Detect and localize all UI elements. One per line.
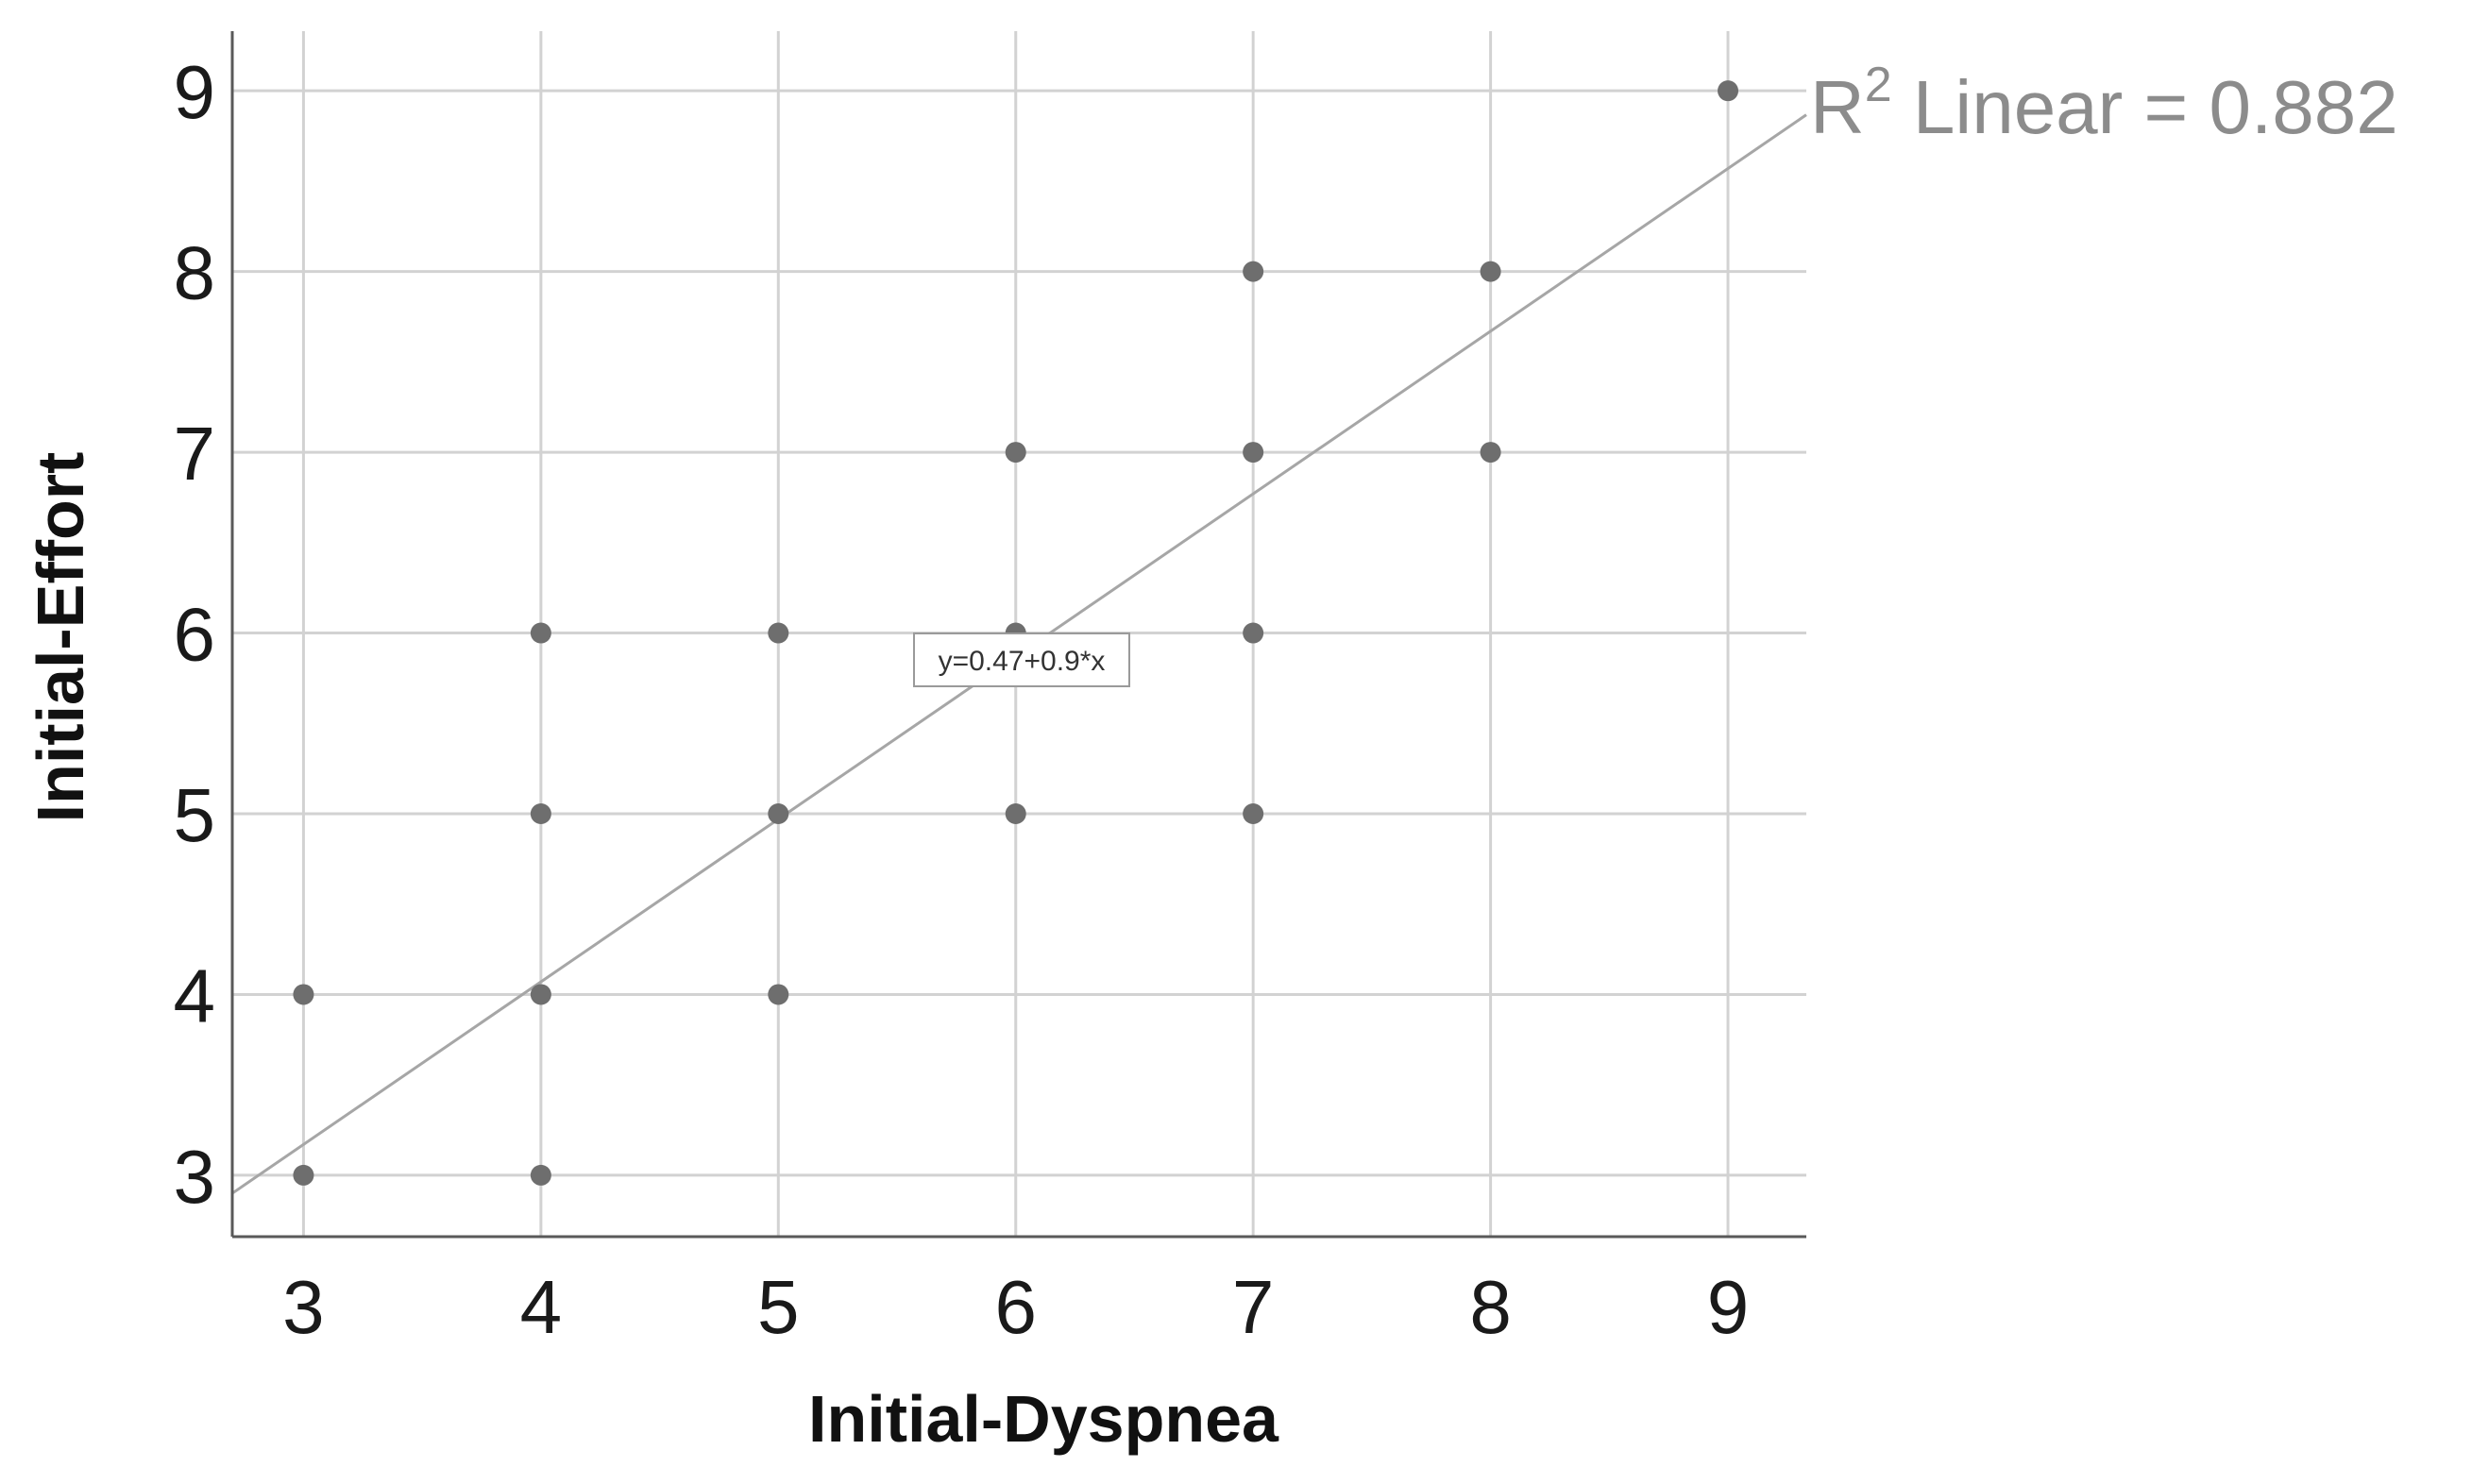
y-tick-label: 7 bbox=[174, 412, 216, 496]
x-tick-label: 3 bbox=[282, 1265, 325, 1349]
y-tick-label: 5 bbox=[174, 773, 216, 857]
axes bbox=[230, 31, 1806, 1239]
r-squared-superscript: 2 bbox=[1865, 58, 1892, 112]
r-squared-label: R2 Linear = 0.882 bbox=[1810, 58, 2398, 149]
fit-equation-box: y=0.47+0.9*x bbox=[913, 632, 1130, 687]
y-tick-label: 4 bbox=[174, 953, 216, 1037]
data-point bbox=[530, 622, 551, 644]
data-point bbox=[530, 802, 551, 824]
data-point bbox=[530, 984, 551, 1005]
data-point bbox=[530, 1164, 551, 1186]
r-squared-value: Linear = 0.882 bbox=[1892, 65, 2398, 149]
data-point bbox=[1005, 802, 1026, 824]
y-tick-label: 3 bbox=[174, 1135, 216, 1219]
data-point bbox=[768, 802, 789, 824]
data-point bbox=[293, 984, 314, 1005]
data-point bbox=[1243, 442, 1264, 464]
data-point bbox=[1480, 442, 1501, 464]
data-point bbox=[1005, 442, 1026, 464]
x-tick-labels: 3 4 5 6 7 8 9 bbox=[282, 1265, 1749, 1349]
data-point bbox=[1243, 261, 1264, 282]
y-tick-labels: 3 4 5 6 7 8 9 bbox=[174, 50, 216, 1219]
data-point bbox=[1243, 622, 1264, 644]
data-point bbox=[1243, 802, 1264, 824]
r-squared-prefix: R bbox=[1810, 65, 1865, 149]
data-points bbox=[293, 80, 1739, 1186]
x-tick-label: 8 bbox=[1469, 1265, 1512, 1349]
y-tick-label: 9 bbox=[174, 50, 216, 134]
x-tick-label: 4 bbox=[520, 1265, 563, 1349]
data-point bbox=[1718, 80, 1739, 102]
x-tick-label: 5 bbox=[757, 1265, 800, 1349]
data-point bbox=[768, 622, 789, 644]
fit-equation-frame bbox=[913, 632, 1130, 687]
y-tick-label: 8 bbox=[174, 231, 216, 315]
data-point bbox=[1480, 261, 1501, 282]
fit-equation-label: y=0.47+0.9*x bbox=[939, 646, 1106, 677]
y-tick-label: 6 bbox=[174, 593, 216, 677]
data-point bbox=[768, 984, 789, 1005]
y-axis-title: Initial-Effort bbox=[24, 452, 97, 823]
data-point bbox=[293, 1164, 314, 1186]
x-axis-title: Initial-Dyspnea bbox=[808, 1382, 1279, 1456]
x-tick-label: 9 bbox=[1707, 1265, 1750, 1349]
x-tick-label: 6 bbox=[994, 1265, 1037, 1349]
x-tick-label: 7 bbox=[1232, 1265, 1275, 1349]
